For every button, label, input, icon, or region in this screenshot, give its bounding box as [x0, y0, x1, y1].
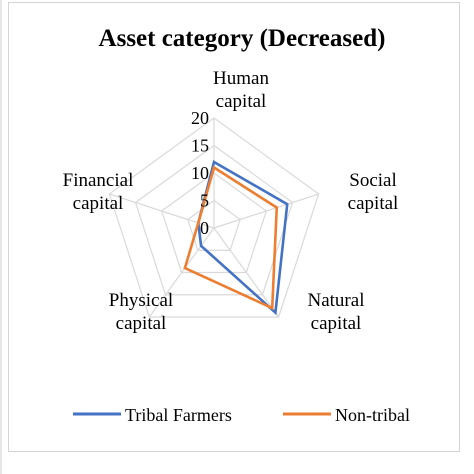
category-labels: Human capital Social capital Natural capital P…: [63, 68, 399, 334]
series-line-non-tribal: [183, 165, 279, 311]
tick-label: 15: [191, 136, 209, 156]
category-label: Physical capital: [109, 290, 173, 334]
series-layer: [183, 160, 289, 316]
legend: Tribal Farmers Non-tribal: [73, 405, 410, 425]
tick-label: 0: [200, 218, 209, 238]
category-label: Financial capital: [63, 170, 134, 214]
grid-ring: [108, 117, 320, 318]
grid-spoke: [109, 193, 215, 229]
chart-title: Asset category (Decreased): [99, 25, 386, 52]
radar-grid: [108, 117, 320, 318]
category-label: Social capital: [348, 170, 399, 214]
grid-spoke: [148, 227, 215, 318]
grid-ring: [187, 199, 241, 251]
grid-spoke: [213, 227, 280, 318]
chart-frame: [8, 2, 460, 452]
tick-label: 10: [191, 163, 209, 183]
page-edge: [0, 0, 2, 474]
category-label: Natural capital: [308, 290, 365, 334]
tick-label: 20: [191, 108, 209, 128]
tick-labels: 0 5 10 15 20: [191, 108, 209, 238]
legend-label: Tribal Farmers: [125, 405, 232, 425]
category-label: Human capital: [213, 68, 269, 112]
legend-label: Non-tribal: [335, 405, 410, 425]
grid-spoke: [213, 193, 319, 229]
tick-label: 5: [200, 191, 209, 211]
grid-ring: [160, 172, 268, 274]
grid-ring: [134, 144, 294, 296]
